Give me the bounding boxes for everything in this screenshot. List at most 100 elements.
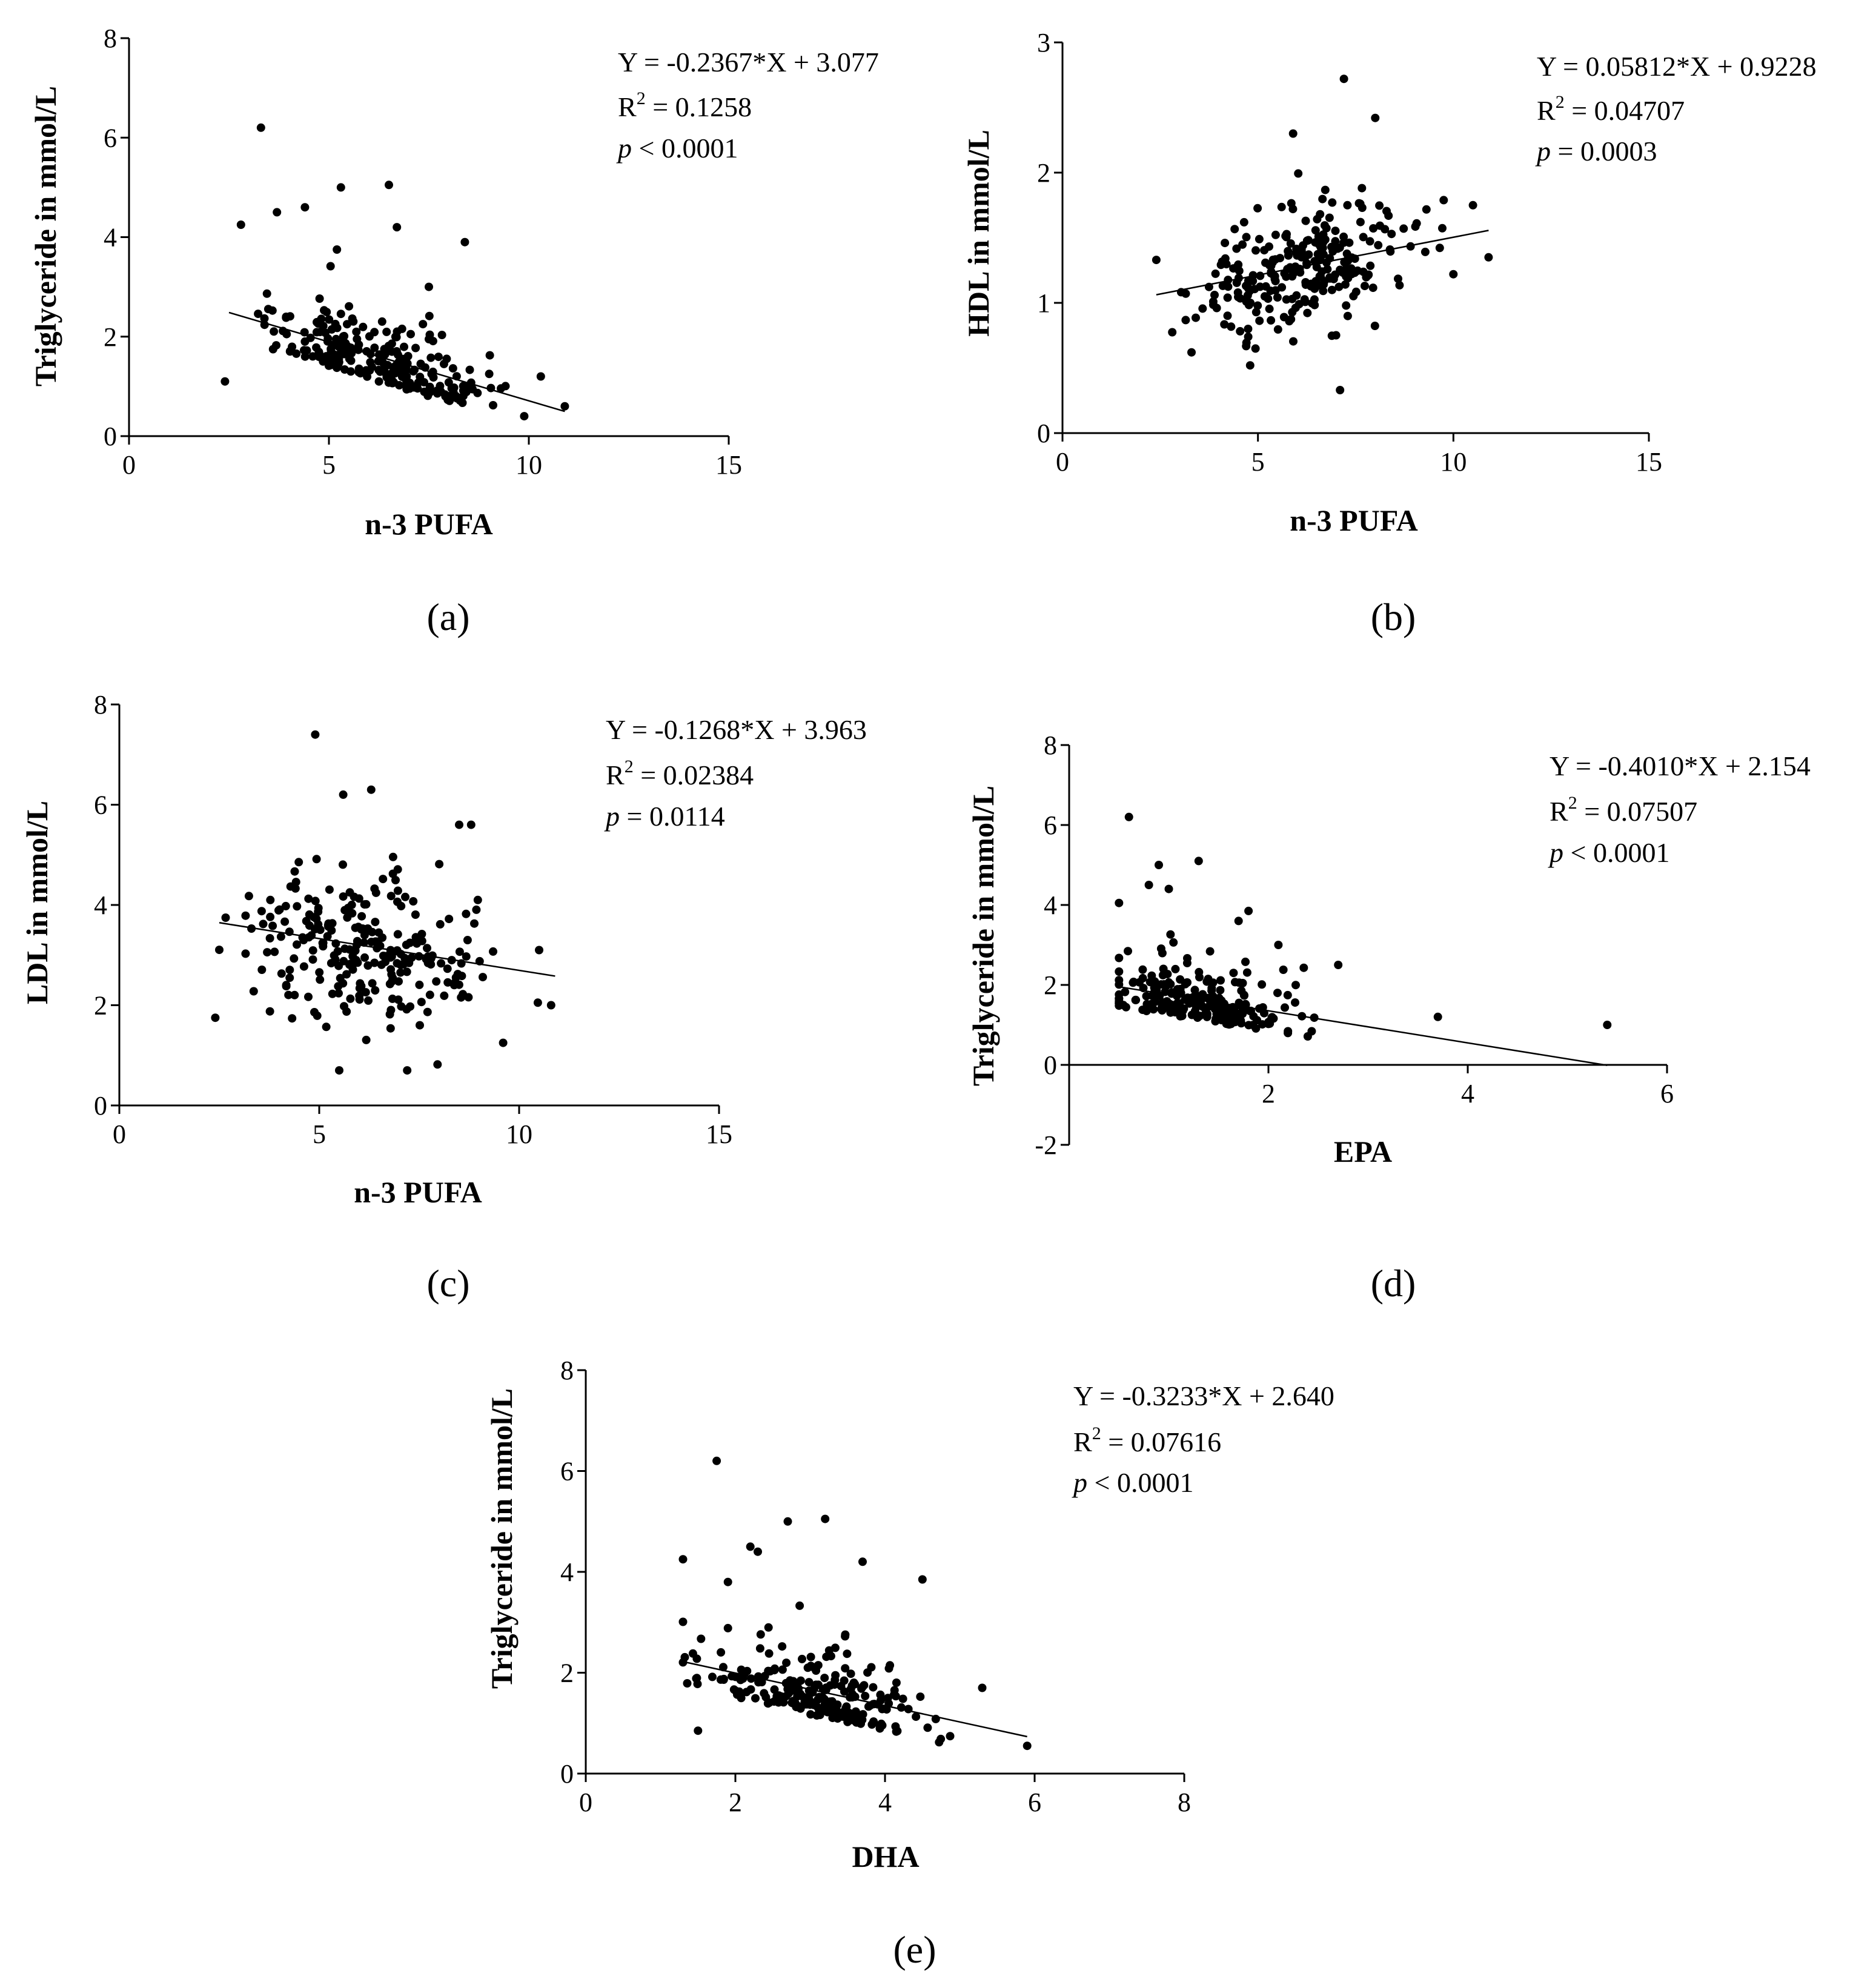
data-point bbox=[293, 940, 301, 949]
scatter-panel-a: 0 2 4 6 8 0 5 10 15 Triglyceride in mmol/L n-3 P… bbox=[28, 24, 879, 638]
data-point bbox=[211, 1013, 220, 1022]
data-point bbox=[379, 875, 388, 884]
axes: 0 2 4 6 8 0 2 4 6 8 bbox=[560, 1356, 1191, 1817]
data-point bbox=[1115, 898, 1124, 907]
data-point bbox=[350, 892, 359, 901]
data-point bbox=[1312, 262, 1321, 271]
data-point bbox=[751, 1694, 760, 1703]
data-point bbox=[434, 353, 443, 362]
data-point bbox=[1129, 978, 1138, 987]
data-point bbox=[385, 1010, 394, 1019]
p-symbol: p bbox=[1535, 136, 1551, 167]
data-point bbox=[697, 1634, 706, 1643]
data-point bbox=[406, 1002, 415, 1011]
data-point bbox=[1301, 216, 1310, 225]
data-point bbox=[1173, 999, 1182, 1008]
data-point bbox=[756, 1630, 765, 1639]
data-point bbox=[1276, 254, 1285, 263]
data-point bbox=[352, 327, 361, 336]
data-point bbox=[432, 977, 441, 986]
data-point bbox=[383, 360, 392, 369]
data-point bbox=[470, 919, 479, 928]
data-point bbox=[1115, 999, 1124, 1008]
data-point bbox=[847, 1715, 857, 1725]
data-point bbox=[1234, 916, 1243, 926]
data-point bbox=[288, 1014, 297, 1023]
data-point bbox=[754, 1547, 762, 1556]
data-point bbox=[1138, 973, 1147, 982]
data-point bbox=[348, 965, 357, 974]
data-point bbox=[1438, 224, 1447, 233]
data-point bbox=[393, 223, 402, 232]
data-point bbox=[259, 919, 268, 929]
data-point bbox=[260, 314, 269, 323]
data-point bbox=[783, 1685, 792, 1694]
p-value: p < 0.0001 bbox=[1548, 837, 1669, 868]
data-point bbox=[290, 954, 299, 963]
panel-label: (c) bbox=[426, 1262, 469, 1305]
y-tick-label: 2 bbox=[94, 991, 107, 1021]
y-tick-label: 4 bbox=[94, 890, 107, 920]
data-point bbox=[353, 936, 362, 946]
data-point bbox=[403, 1066, 412, 1075]
data-point bbox=[1261, 258, 1270, 267]
data-point bbox=[719, 1675, 728, 1684]
data-point bbox=[1359, 267, 1368, 276]
x-tick-label: 0 bbox=[1056, 447, 1069, 477]
data-point bbox=[388, 852, 397, 861]
data-point bbox=[312, 328, 321, 337]
data-point bbox=[344, 909, 353, 918]
data-point bbox=[737, 1665, 746, 1674]
y-tick-label: 8 bbox=[1044, 731, 1057, 760]
data-point bbox=[448, 364, 457, 373]
data-point bbox=[533, 998, 542, 1007]
data-point bbox=[821, 1514, 830, 1523]
r2-superscript: 2 bbox=[1556, 92, 1565, 112]
regression-equation: Y = -0.1268*X + 3.963 bbox=[606, 714, 867, 745]
data-point bbox=[385, 181, 393, 190]
data-point bbox=[1336, 386, 1345, 394]
data-point bbox=[1251, 246, 1260, 255]
data-point bbox=[425, 311, 434, 320]
data-point bbox=[268, 921, 277, 930]
data-point bbox=[1166, 930, 1175, 939]
data-point bbox=[333, 947, 342, 956]
data-point bbox=[796, 1676, 805, 1685]
data-point bbox=[1279, 313, 1288, 322]
data-point bbox=[1210, 291, 1219, 299]
axes: -2 0 2 4 6 8 2 4 6 bbox=[1035, 731, 1674, 1160]
regression-equation: Y = -0.4010*X + 2.154 bbox=[1550, 750, 1811, 781]
data-point bbox=[1294, 300, 1304, 309]
data-point bbox=[826, 1681, 835, 1690]
y-tick-label: 4 bbox=[104, 223, 117, 253]
data-point bbox=[288, 342, 297, 351]
data-point bbox=[1192, 313, 1200, 322]
data-point bbox=[360, 930, 369, 939]
r2-superscript: 2 bbox=[637, 88, 646, 108]
axes: 0 1 2 3 0 5 10 15 bbox=[1037, 28, 1662, 477]
data-point bbox=[1144, 881, 1153, 889]
data-point bbox=[1319, 287, 1328, 296]
data-point bbox=[783, 1517, 792, 1526]
data-point bbox=[678, 1617, 688, 1626]
y-tick-label: 0 bbox=[94, 1091, 107, 1121]
data-point bbox=[293, 902, 302, 911]
data-point bbox=[1270, 274, 1279, 283]
data-point bbox=[804, 1678, 814, 1687]
regression-line bbox=[683, 1660, 1027, 1738]
data-point bbox=[1238, 979, 1247, 987]
data-point bbox=[392, 347, 401, 356]
data-point bbox=[798, 1654, 806, 1663]
data-point bbox=[342, 970, 351, 979]
scatter-panel-d: -2 0 2 4 6 8 2 4 6 Triglyceride in mmol/L EPA Y … bbox=[966, 731, 1811, 1305]
data-point bbox=[1319, 237, 1328, 247]
panel-label: (d) bbox=[1371, 1262, 1416, 1305]
data-point bbox=[1255, 234, 1264, 244]
data-point bbox=[886, 1661, 895, 1670]
data-point bbox=[1253, 204, 1262, 213]
data-point bbox=[393, 368, 402, 377]
y-tick-label: 6 bbox=[94, 790, 107, 820]
panel-label: (a) bbox=[426, 595, 469, 638]
x-tick-label: 8 bbox=[1178, 1788, 1191, 1817]
data-point bbox=[778, 1665, 787, 1674]
